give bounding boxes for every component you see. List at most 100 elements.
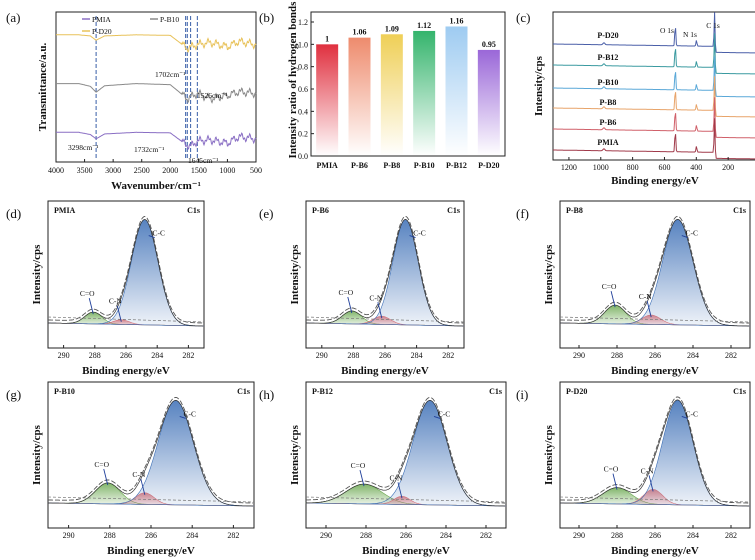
peak-label: C-N bbox=[369, 293, 383, 302]
x-tick-label: 2500 bbox=[134, 166, 150, 175]
x-tick-label: 2000 bbox=[162, 166, 178, 175]
peak-label: C-C bbox=[438, 409, 451, 418]
raw-data-trace bbox=[48, 219, 204, 327]
x-tick-label: 288 bbox=[89, 351, 101, 360]
panel-label: (a) bbox=[6, 10, 20, 25]
peak-pointer bbox=[648, 475, 654, 492]
panel-label: (b) bbox=[259, 10, 274, 25]
sample-label: P-B8 bbox=[566, 206, 583, 215]
sample-label: P-B12 bbox=[312, 387, 333, 396]
legend-label: P-D20 bbox=[92, 27, 112, 36]
background-line bbox=[47, 496, 255, 503]
x-tick-label: 1200 bbox=[561, 163, 577, 172]
x-tick-label: 284 bbox=[151, 351, 163, 360]
peak-label: C-N bbox=[641, 466, 655, 475]
fit-envelope bbox=[560, 215, 750, 324]
peak-component-c-c bbox=[305, 219, 465, 327]
region-label: C1s bbox=[489, 387, 502, 396]
x-tick-label: 284 bbox=[687, 351, 699, 360]
series-label: P-D20 bbox=[597, 31, 618, 40]
x-category-label: P-D20 bbox=[478, 161, 499, 170]
series-line-pmia bbox=[56, 131, 257, 151]
series-label: PMIA bbox=[597, 138, 619, 147]
panel-label: (e) bbox=[259, 206, 273, 221]
x-tick-label: 600 bbox=[658, 163, 670, 172]
peak-label: O 1s bbox=[660, 26, 674, 35]
x-tick-label: 282 bbox=[182, 351, 194, 360]
series-label: P-B8 bbox=[600, 98, 617, 107]
survey-line-p-b6 bbox=[553, 97, 755, 139]
panel-label: (h) bbox=[259, 387, 274, 402]
y-tick-label: 0.8 bbox=[298, 63, 308, 72]
peak-pointer bbox=[347, 296, 353, 314]
panel-d-c1s-pmia: C=O C-N C-C PMIA C1s 290 288 286 284 282 Binding e… bbox=[31, 200, 205, 377]
bar-p-b10 bbox=[413, 30, 436, 156]
survey-line-p-b8 bbox=[553, 76, 755, 118]
peak-label: C-N bbox=[132, 470, 146, 479]
y-tick-label: 1.0 bbox=[298, 40, 308, 49]
annotation-label: 1732cm⁻¹ bbox=[134, 145, 164, 154]
y-axis-label: Intensity/cps bbox=[543, 244, 555, 305]
plot-frame bbox=[55, 11, 257, 163]
y-axis-label: Intensity/cps bbox=[289, 244, 301, 305]
x-category-label: PMIA bbox=[317, 161, 339, 170]
plot-frame bbox=[310, 11, 506, 157]
panel-label: (c) bbox=[516, 10, 530, 25]
sample-label: PMIA bbox=[54, 206, 76, 215]
peak-label: C-C bbox=[413, 229, 426, 238]
raw-data-trace bbox=[306, 400, 505, 507]
fit-envelope bbox=[48, 396, 253, 504]
peak-label: C-C bbox=[686, 409, 699, 418]
x-tick-label: 288 bbox=[611, 351, 623, 360]
background-line bbox=[559, 316, 751, 323]
background-line bbox=[305, 496, 507, 503]
x-category-label: P-B6 bbox=[351, 161, 368, 170]
peak-label: C 1s bbox=[706, 21, 720, 30]
peak-label: N 1s bbox=[683, 30, 697, 39]
x-tick-label: 200 bbox=[722, 163, 734, 172]
y-axis-label: Intensity/cps bbox=[31, 244, 43, 305]
peak-pointer bbox=[359, 470, 365, 487]
peak-pointer bbox=[103, 468, 109, 486]
peak-pointer bbox=[88, 298, 94, 315]
y-tick-label: 0.0 bbox=[298, 152, 308, 161]
x-tick-label: 284 bbox=[411, 351, 423, 360]
peak-pointer bbox=[610, 291, 616, 308]
plot-frame bbox=[552, 11, 755, 161]
series-label: P-B6 bbox=[600, 118, 617, 127]
peak-pointer bbox=[179, 416, 186, 419]
x-tick-label: 4000 bbox=[48, 166, 64, 175]
x-tick-label: 290 bbox=[573, 351, 585, 360]
y-axis-label: Intensity ratio of hydrogen bonds bbox=[287, 1, 299, 159]
fit-envelope bbox=[306, 215, 464, 324]
peak-label: C-C bbox=[152, 229, 165, 238]
background-line bbox=[559, 496, 751, 503]
bar-data-label: 1.06 bbox=[353, 28, 367, 37]
panel-a-ftir: PMIA P-B10 P-D20 3298cm⁻¹ 1702cm⁻¹ 1526cm⁻¹ 17… bbox=[37, 11, 262, 192]
region-label: C1s bbox=[237, 387, 250, 396]
peak-pointer bbox=[116, 305, 122, 322]
peak-pointer bbox=[409, 235, 416, 239]
x-tick-label: 290 bbox=[58, 351, 70, 360]
x-tick-label: 288 bbox=[104, 531, 116, 540]
panel-c-xps-survey: P-D20 P-B12 P-B10 P-B8 P-B6 PMIA O 1s N 1s C 1s 1… bbox=[533, 11, 755, 187]
annotation-label: 1526cm⁻¹ bbox=[197, 91, 227, 100]
x-tick-label: 284 bbox=[186, 531, 198, 540]
panel-label: (d) bbox=[6, 206, 21, 221]
peak-label: C-N bbox=[639, 292, 653, 301]
region-label: C1s bbox=[733, 206, 746, 215]
peak-label: C=O bbox=[80, 289, 95, 298]
y-axis-label: Intensity/cps bbox=[31, 424, 43, 485]
plot-frame bbox=[305, 200, 465, 349]
y-tick-label: 0.6 bbox=[298, 85, 308, 94]
peak-pointer bbox=[612, 473, 618, 490]
peak-component-c-c bbox=[559, 219, 751, 327]
panel-e-c1s-p-b6: C=O C-N C-C P-B6 C1s 290 288 286 284 282 Binding e… bbox=[289, 200, 465, 377]
x-tick-label: 282 bbox=[725, 351, 737, 360]
y-axis-label: Intensity/cps bbox=[543, 424, 555, 485]
bar-p-d20 bbox=[477, 49, 500, 156]
x-tick-label: 286 bbox=[379, 351, 391, 360]
x-tick-label: 282 bbox=[227, 531, 239, 540]
x-axis-label: Binding energy/eV bbox=[82, 365, 170, 377]
plot-frame bbox=[47, 200, 205, 349]
